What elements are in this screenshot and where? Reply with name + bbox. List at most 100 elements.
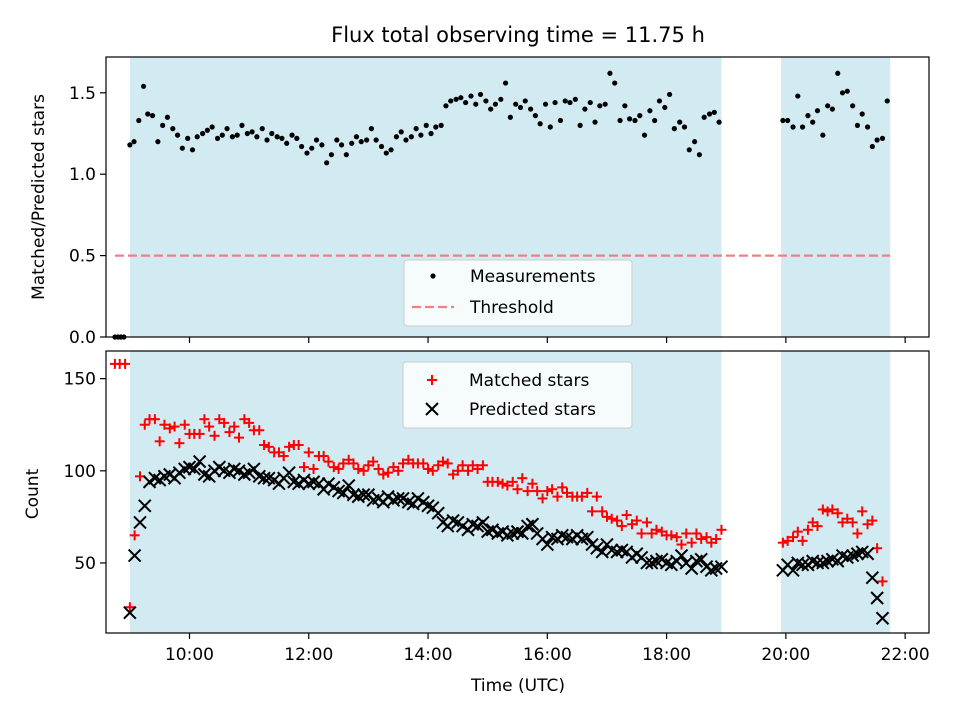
measurement-point <box>155 139 161 145</box>
measurement-point <box>656 98 663 104</box>
predicted-star-point <box>875 611 890 625</box>
matched-star-point <box>154 436 165 447</box>
observing-window-1 <box>781 57 891 337</box>
matched-star-point <box>293 440 304 450</box>
legend-threshold-label: Threshold <box>469 298 554 318</box>
measurement-point <box>696 152 702 158</box>
matched-star-point <box>442 458 453 469</box>
predicted-star-point <box>431 506 445 520</box>
matched-star-point <box>792 526 803 537</box>
measurement-point <box>844 88 850 94</box>
measurement-point <box>204 127 210 133</box>
y-tick-label: 100 <box>64 462 96 482</box>
measurement-point <box>249 129 255 135</box>
matched-star-point <box>517 473 528 484</box>
matched-star-point <box>418 458 429 469</box>
matched-star-point <box>199 414 210 425</box>
matched-star-point <box>802 524 813 535</box>
measurement-point <box>547 124 553 130</box>
chart-title: Flux total observing time = 11.75 h <box>331 23 705 47</box>
measurement-point <box>839 90 846 96</box>
bottom-panel: 50 100 150 10:00 12:00 14:00 16:00 18:00 20:00 2… <box>23 350 930 696</box>
measurement-point <box>557 117 564 124</box>
matched-star-point <box>537 493 548 504</box>
measurement-point <box>572 96 578 102</box>
measurement-point <box>219 132 225 138</box>
measurement-point <box>825 103 831 109</box>
measurement-point <box>477 91 484 98</box>
matched-star-point <box>393 465 404 476</box>
measurement-point <box>637 113 643 119</box>
measurement-point <box>463 99 469 106</box>
measurement-point <box>502 80 509 86</box>
measurement-point <box>517 104 524 111</box>
matched-star-point <box>636 528 647 539</box>
bottom-matched-points <box>109 358 888 613</box>
measurement-point <box>136 117 142 124</box>
matched-star-point <box>139 419 150 430</box>
measurement-point <box>259 126 265 132</box>
matched-star-point <box>547 484 558 495</box>
measurement-point <box>185 135 191 141</box>
matched-star-point <box>254 425 265 436</box>
matched-star-point <box>832 508 843 519</box>
measurement-point <box>200 130 206 137</box>
measurement-point <box>537 121 543 127</box>
matched-star-point <box>224 427 235 438</box>
matched-star-point <box>333 463 344 474</box>
predicted-star-point <box>391 491 405 506</box>
matched-star-point <box>233 432 244 443</box>
matched-star-point <box>666 530 677 541</box>
measurement-point <box>799 124 806 130</box>
measurement-point <box>453 96 459 102</box>
matched-star-point <box>852 528 863 539</box>
measurement-point <box>488 106 494 112</box>
measurement-point <box>513 101 519 107</box>
measurement-point <box>174 132 181 138</box>
measurement-point <box>443 103 449 109</box>
matched-star-point <box>164 423 175 434</box>
matched-star-point <box>244 417 255 428</box>
legend-measurements-marker <box>430 273 436 279</box>
measurement-point <box>879 135 886 141</box>
matched-star-point <box>194 428 205 439</box>
measurement-point <box>149 113 156 119</box>
measurement-point <box>492 101 499 107</box>
predicted-star-point <box>540 537 555 552</box>
matched-star-point <box>542 486 553 497</box>
matched-star-point <box>532 486 543 497</box>
matched-star-point <box>681 528 692 539</box>
matched-star-point <box>686 537 697 548</box>
measurement-point <box>458 95 464 101</box>
measurement-point <box>820 132 826 138</box>
measurement-point <box>805 113 811 119</box>
measurement-point <box>324 160 330 166</box>
matched-star-point <box>179 419 190 430</box>
predicted-star-point <box>870 591 884 605</box>
measurement-point <box>224 126 230 132</box>
measurement-point <box>859 111 865 117</box>
x-tick-label: 12:00 <box>284 645 333 665</box>
measurement-point <box>602 101 608 107</box>
predicted-star-point <box>580 530 594 544</box>
matched-star-point <box>492 476 503 487</box>
predicted-star-point <box>525 517 540 531</box>
matched-star-point <box>373 463 384 474</box>
predicted-star-point <box>127 548 142 563</box>
measurement-point <box>388 147 394 153</box>
measurement-point <box>468 93 474 99</box>
matched-star-point <box>867 515 878 526</box>
matched-star-point <box>502 480 513 491</box>
measurement-point <box>542 101 549 107</box>
measurement-point <box>398 129 404 135</box>
legend-predicted-marker <box>425 402 439 416</box>
legend-measurements-label: Measurements <box>470 267 596 287</box>
predicted-star-point <box>187 462 201 476</box>
matched-star-point <box>452 465 463 476</box>
measurement-point <box>814 108 821 114</box>
matched-star-point <box>561 487 572 498</box>
matched-star-point <box>788 532 799 543</box>
measurement-point <box>850 103 856 109</box>
measurement-point <box>160 122 166 128</box>
predicted-star-point <box>674 548 689 563</box>
